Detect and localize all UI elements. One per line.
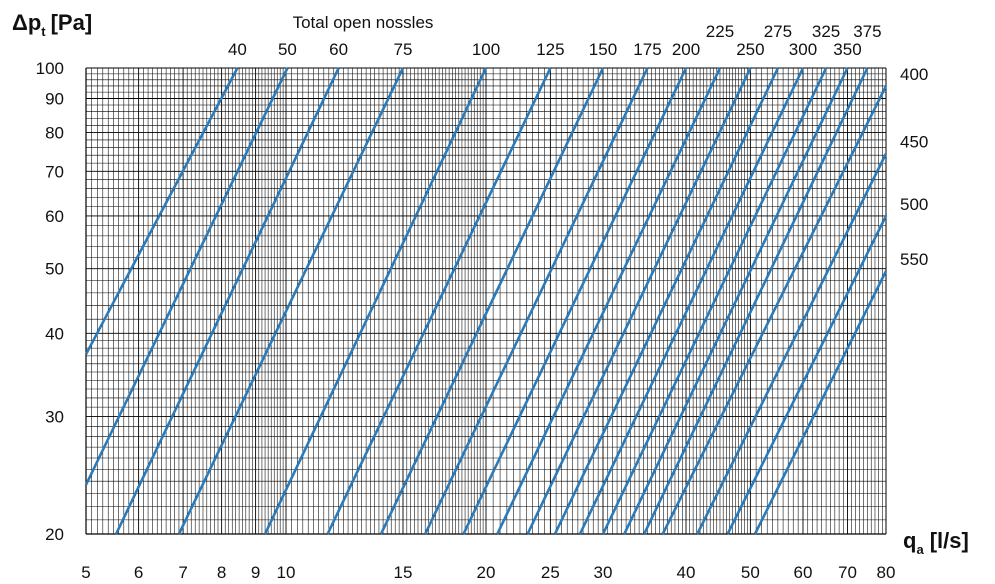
chart-title: Total open nossles — [293, 13, 434, 32]
series-label-60: 60 — [329, 40, 348, 59]
series-line-225 — [496, 67, 722, 535]
series-label-50: 50 — [278, 40, 297, 59]
x-axis-title: qa [l/s] — [903, 528, 969, 557]
series-label-200: 200 — [672, 40, 700, 59]
x-tick-label: 9 — [251, 563, 260, 582]
series-line-300 — [578, 67, 805, 535]
series-line-550 — [753, 270, 888, 535]
series-line-40 — [84, 67, 239, 355]
series-line-250 — [526, 67, 752, 535]
y-tick-label: 100 — [36, 59, 64, 78]
series-line-500 — [726, 215, 888, 535]
x-tick-label: 8 — [217, 563, 226, 582]
series-label-150: 150 — [589, 40, 617, 59]
series-line-325 — [601, 67, 828, 535]
x-tick-label: 40 — [677, 563, 696, 582]
series-label-300: 300 — [789, 40, 817, 59]
series-line-400 — [661, 85, 888, 535]
series-label-100: 100 — [472, 40, 500, 59]
x-tick-label: 5 — [81, 563, 90, 582]
series-line-50 — [84, 67, 289, 486]
y-tick-label: 40 — [45, 324, 64, 343]
x-tick-labels: 5 6 7 8 9 10 15 20 25 30 40 50 60 70 80 — [81, 563, 895, 582]
series-label-400: 400 — [900, 65, 928, 84]
x-tick-label: 10 — [277, 563, 296, 582]
series-label-40: 40 — [228, 40, 247, 59]
series-line-125 — [326, 67, 552, 535]
series-line-100 — [263, 67, 488, 535]
series-label-500: 500 — [900, 195, 928, 214]
series-label-450: 450 — [900, 133, 928, 152]
x-tick-label: 80 — [877, 563, 896, 582]
y-tick-label: 90 — [45, 90, 64, 109]
series-label-125: 125 — [536, 40, 564, 59]
series-line-275 — [553, 67, 780, 535]
series-label-225: 225 — [706, 22, 734, 41]
y-tick-label: 20 — [45, 525, 64, 544]
x-tick-label: 25 — [541, 563, 560, 582]
y-tick-label: 30 — [45, 408, 64, 427]
y-tick-label: 80 — [45, 124, 64, 143]
plot-frame — [85, 67, 887, 535]
series-label-250: 250 — [736, 40, 764, 59]
series-label-550: 550 — [900, 250, 928, 269]
series-line-350 — [623, 67, 849, 535]
y-tick-label: 50 — [45, 260, 64, 279]
x-tick-label: 30 — [594, 563, 613, 582]
x-tick-label: 50 — [741, 563, 760, 582]
x-tick-label: 60 — [794, 563, 813, 582]
series-label-175: 175 — [633, 40, 661, 59]
x-tick-label: 15 — [394, 563, 413, 582]
series-label-275: 275 — [764, 22, 792, 41]
y-axis-title: Δpt [Pa] — [12, 10, 92, 39]
x-tick-label: 6 — [134, 563, 143, 582]
series-line-75 — [177, 67, 405, 535]
grid — [85, 67, 887, 535]
series-label-350: 350 — [833, 40, 861, 59]
series-label-325: 325 — [812, 22, 840, 41]
series-label-375: 375 — [853, 22, 881, 41]
series-line-375 — [642, 67, 869, 535]
series-line-200 — [462, 67, 688, 535]
right-series-labels: 400 450 500 550 — [900, 65, 928, 269]
series-line-150 — [379, 67, 605, 535]
x-tick-label: 70 — [838, 563, 857, 582]
x-tick-label: 7 — [178, 563, 187, 582]
y-tick-label: 60 — [45, 207, 64, 226]
series-line-175 — [424, 67, 649, 535]
series-lines — [84, 67, 888, 535]
series-label-75: 75 — [394, 40, 413, 59]
y-tick-labels: 20 30 40 50 60 70 80 90 100 — [36, 59, 64, 544]
top-series-labels: 40 50 60 75 100 125 150 175 200 22525027530032535… — [228, 22, 882, 59]
series-line-450 — [696, 153, 888, 535]
series-line-60 — [114, 67, 340, 535]
x-tick-label: 20 — [477, 563, 496, 582]
y-tick-label: 70 — [45, 162, 64, 181]
